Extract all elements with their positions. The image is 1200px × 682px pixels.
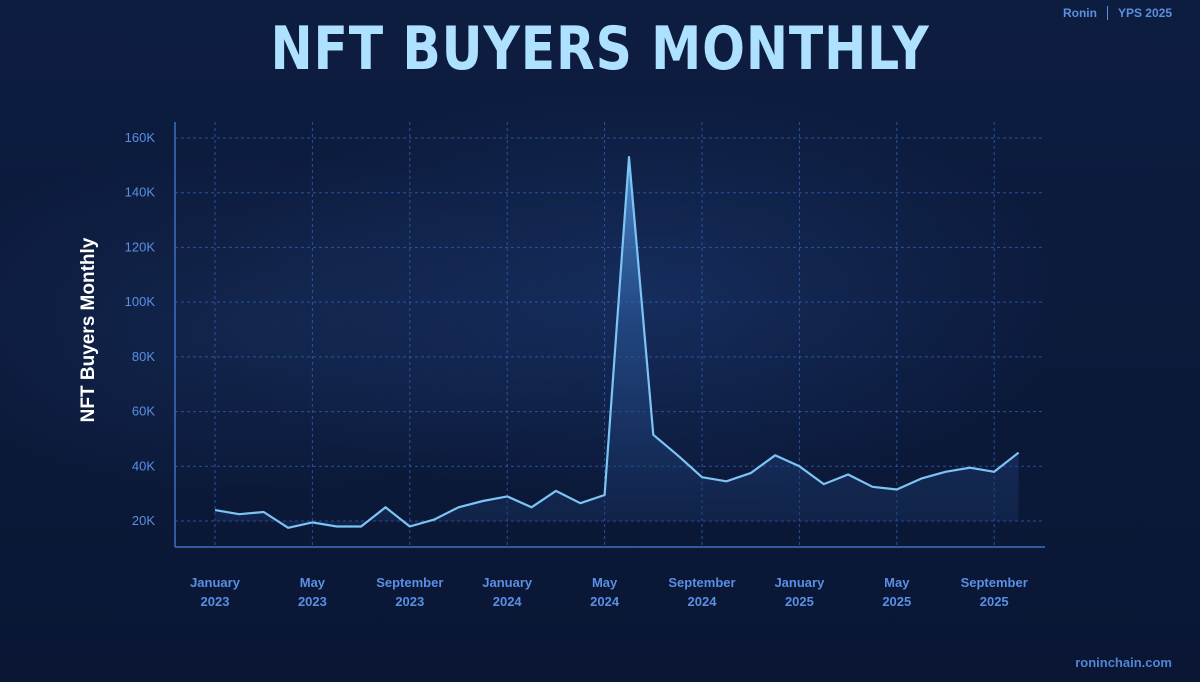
y-tick-label: 120K bbox=[125, 239, 156, 254]
x-tick-month: May bbox=[300, 575, 326, 590]
y-tick-label: 60K bbox=[132, 404, 155, 419]
x-tick-year: 2023 bbox=[395, 594, 424, 609]
series-area bbox=[215, 157, 1019, 528]
x-tick-month: September bbox=[376, 575, 443, 590]
area-layer bbox=[214, 156, 1020, 529]
x-tick-month: September bbox=[668, 575, 735, 590]
y-tick-label: 100K bbox=[125, 294, 156, 309]
brand-ronin: Ronin bbox=[1062, 6, 1097, 20]
x-tick-year: 2023 bbox=[201, 594, 230, 609]
y-tick-label: 20K bbox=[132, 513, 155, 528]
axes bbox=[174, 122, 1045, 548]
brand-yps: YPS 2025 bbox=[1117, 6, 1172, 20]
x-tick-year: 2024 bbox=[590, 594, 620, 609]
x-tick-month: January bbox=[190, 575, 241, 590]
footer-url: roninchain.com bbox=[1075, 655, 1172, 670]
x-tick-year: 2025 bbox=[785, 594, 814, 609]
x-tick-year: 2024 bbox=[688, 594, 718, 609]
y-tick-label: 40K bbox=[132, 458, 155, 473]
series-line bbox=[214, 156, 1020, 529]
x-tick-month: September bbox=[961, 575, 1028, 590]
y-tick-label: 160K bbox=[125, 130, 156, 145]
x-tick-month: May bbox=[884, 575, 910, 590]
x-tick-month: January bbox=[482, 575, 533, 590]
y-tick-label: 80K bbox=[132, 349, 155, 364]
y-ticks: 20K 40K 60K 80K 100K 120K 140K 160K bbox=[125, 130, 156, 528]
chart-title: NFT BUYERS MONTHLY bbox=[270, 14, 930, 84]
y-tick-label: 140K bbox=[125, 185, 156, 200]
x-tick-year: 2025 bbox=[882, 594, 911, 609]
brand-header: Ronin YPS 2025 bbox=[1063, 6, 1172, 20]
x-tick-year: 2025 bbox=[980, 594, 1009, 609]
x-ticks: January 2023 May 2023 September 2023 January 20… bbox=[190, 575, 1028, 609]
x-tick-year: 2024 bbox=[493, 594, 523, 609]
x-tick-year: 2023 bbox=[298, 594, 327, 609]
x-tick-month: January bbox=[774, 575, 825, 590]
x-tick-month: May bbox=[592, 575, 618, 590]
brand-divider bbox=[1106, 6, 1108, 20]
